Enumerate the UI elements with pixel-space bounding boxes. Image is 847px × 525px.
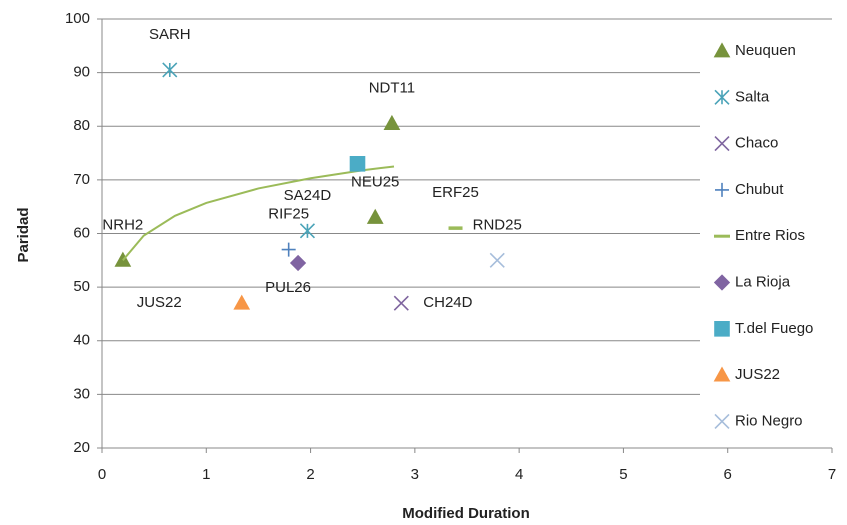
legend-swatch (714, 136, 730, 152)
marker (393, 295, 409, 311)
marker (299, 223, 316, 239)
legend-swatch (714, 89, 730, 105)
x-tick-label: 4 (515, 466, 523, 483)
point-label: SA24D (284, 187, 332, 204)
x-tick-label: 1 (202, 466, 210, 483)
legend-label: Salta (735, 88, 770, 105)
y-tick-label: 100 (65, 10, 90, 27)
x-tick-label: 2 (306, 466, 314, 483)
point-label: NDT11 (369, 80, 415, 97)
y-tick-label: 60 (73, 224, 90, 241)
point-label: RND25 (473, 216, 522, 233)
point-label: RIF25 (268, 206, 309, 223)
legend: Neuquen Salta Chaco Chubut Entre Rios La Rioj… (700, 30, 847, 440)
point-label: ERF25 (432, 184, 479, 201)
x-tick-label: 5 (619, 466, 627, 483)
legend-label: Chubut (735, 181, 784, 198)
point-label: NEU25 (351, 173, 399, 190)
marker (383, 114, 401, 130)
legend-label: JUS22 (735, 366, 780, 383)
x-tick-label: 3 (411, 466, 419, 483)
x-tick-label: 6 (724, 466, 732, 483)
legend-label: Chaco (735, 135, 778, 152)
legend-swatch (714, 413, 730, 429)
x-tick-label: 0 (98, 466, 106, 483)
y-tick-label: 20 (73, 439, 90, 456)
marker (349, 155, 366, 172)
legend-swatch (715, 182, 729, 197)
point-label: JUS22 (137, 294, 182, 311)
marker (281, 242, 296, 257)
marker (489, 252, 505, 268)
y-tick-label: 40 (73, 332, 90, 349)
point-label: SARH (149, 26, 191, 43)
point-label: CH24D (423, 294, 472, 311)
point-label: PUL26 (265, 279, 311, 296)
legend-swatch (713, 274, 731, 291)
legend-swatch (713, 42, 731, 58)
marker (289, 254, 307, 272)
marker (233, 294, 251, 310)
y-tick-label: 70 (73, 171, 90, 188)
point-label: NRH2 (102, 216, 143, 233)
legend-label: Neuquen (735, 42, 796, 59)
legend-label: Rio Negro (735, 412, 803, 429)
legend-label: Entre Rios (735, 227, 805, 244)
x-tick-label: 7 (828, 466, 836, 483)
y-tick-label: 90 (73, 64, 90, 81)
legend-label: T.del Fuego (735, 320, 813, 337)
y-tick-label: 50 (73, 278, 90, 295)
y-axis-title: Paridad (15, 207, 32, 262)
y-tick-label: 80 (73, 117, 90, 134)
marker (162, 62, 178, 78)
legend-swatch (713, 366, 731, 382)
y-tick-label: 30 (73, 385, 90, 402)
marker (366, 208, 384, 224)
legend-swatch (714, 321, 730, 337)
legend-label: La Rioja (735, 273, 791, 290)
x-axis-title: Modified Duration (402, 505, 530, 522)
